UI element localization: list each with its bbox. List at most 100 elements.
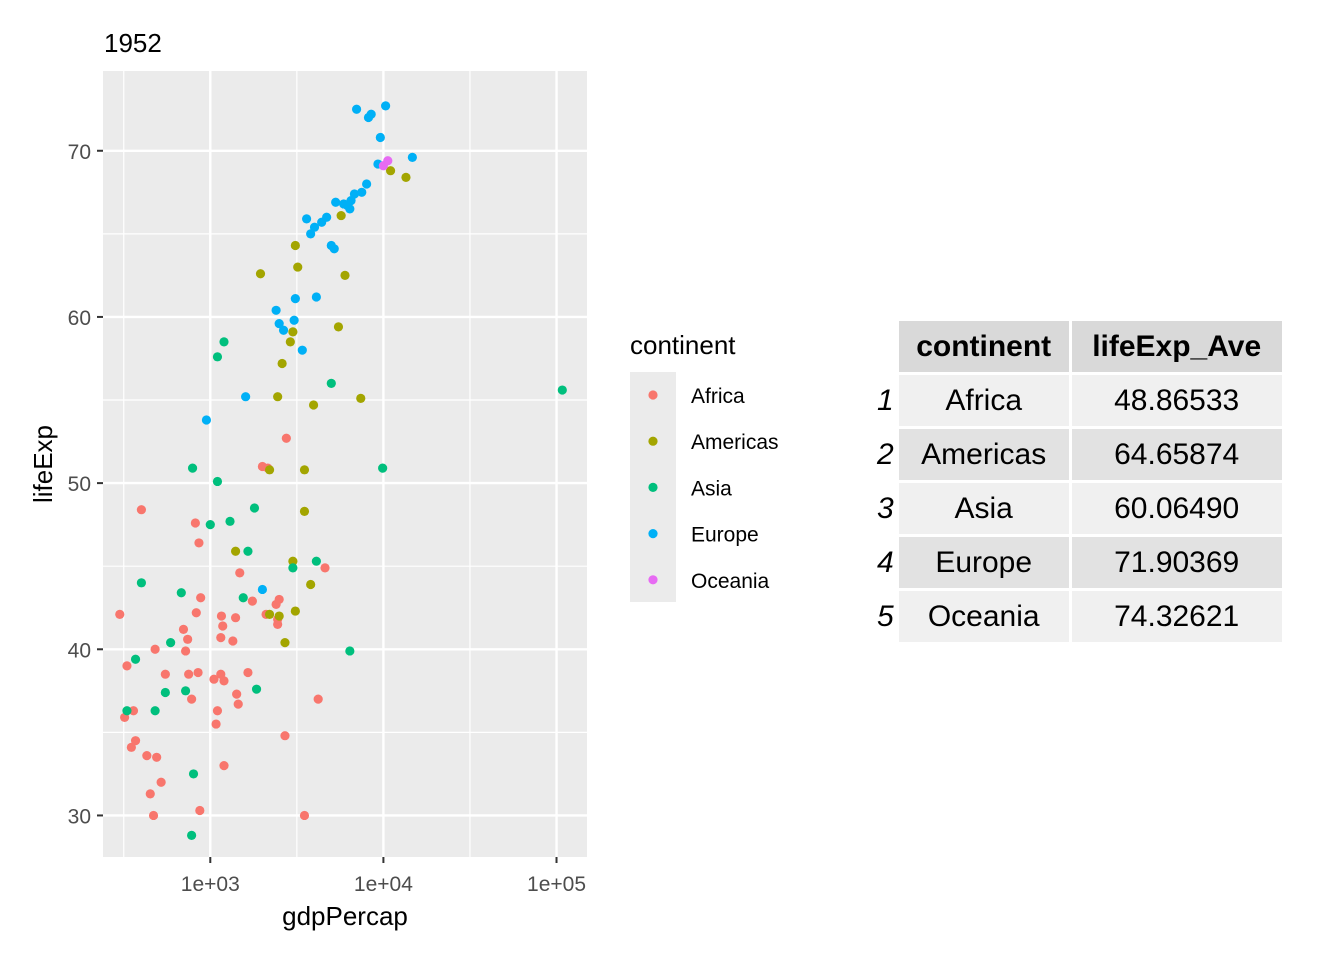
data-point <box>145 789 155 799</box>
y-axis: 30 40 50 60 70 <box>68 141 103 828</box>
data-point <box>187 463 198 473</box>
data-point <box>176 588 186 598</box>
x-tick-label: 1e+03 <box>181 873 240 896</box>
legend-key-europe <box>648 529 658 539</box>
data-point <box>257 584 268 595</box>
data-point <box>274 318 284 329</box>
data-point <box>196 593 206 603</box>
series-asia <box>122 337 567 840</box>
x-axis: 1e+03 1e+04 1e+05 <box>181 857 586 896</box>
data-point <box>345 204 355 214</box>
data-point <box>278 325 289 335</box>
legend-title: continent <box>630 330 736 360</box>
data-point <box>293 262 303 272</box>
data-point <box>235 568 245 578</box>
data-point <box>280 731 290 741</box>
data-point <box>313 694 323 704</box>
data-point <box>187 830 197 840</box>
series-africa <box>115 433 330 821</box>
data-point <box>183 634 193 644</box>
data-point <box>211 719 221 729</box>
data-point <box>322 212 332 222</box>
data-point <box>136 578 147 588</box>
data-point <box>274 611 284 621</box>
legend-key-oceania <box>648 575 658 585</box>
data-point <box>152 752 162 762</box>
data-point <box>136 505 147 515</box>
data-point <box>311 292 321 302</box>
legend-label: Asia <box>691 477 732 500</box>
row-index: 3 <box>877 491 894 525</box>
data-point <box>178 624 189 634</box>
data-point <box>366 109 376 119</box>
data-point <box>557 385 567 395</box>
data-point <box>336 210 346 221</box>
cell-continent: Africa <box>898 375 1069 426</box>
data-point <box>150 644 160 654</box>
data-point <box>274 594 284 605</box>
data-point <box>205 520 215 530</box>
data-point <box>230 613 241 623</box>
data-point <box>290 294 300 304</box>
legend-items: Africa Americas Asia Europe Oceania <box>648 385 779 593</box>
data-point <box>329 244 339 254</box>
data-point <box>290 240 300 251</box>
data-point <box>187 694 197 704</box>
data-point <box>128 706 139 716</box>
data-point <box>180 686 191 696</box>
data-point <box>216 611 227 621</box>
summary-table: continent lifeExp_Ave 1 Africa 48.86533 … <box>868 318 1285 645</box>
legend-key-asia <box>648 482 658 492</box>
data-point <box>166 638 176 648</box>
data-point <box>277 358 287 369</box>
data-point <box>216 669 226 679</box>
data-point <box>288 327 298 337</box>
y-tick-label: 60 <box>68 307 91 330</box>
data-point <box>212 476 223 487</box>
data-point <box>299 506 310 516</box>
series-oceania <box>378 156 393 171</box>
data-point <box>148 810 159 821</box>
y-tick-label: 40 <box>68 639 91 662</box>
legend-key-africa <box>648 390 658 400</box>
legend: continent Africa Americas Asia Europe Oceani… <box>630 330 779 602</box>
y-tick-label: 30 <box>68 805 91 828</box>
data-point <box>122 661 132 671</box>
cell-lifeexp-ave: 60.06490 <box>1071 483 1282 534</box>
data-point <box>264 465 275 475</box>
data-point <box>255 269 266 279</box>
data-point <box>375 132 385 143</box>
cell-continent: Oceania <box>898 591 1069 642</box>
data-point <box>228 636 238 646</box>
major-gridlines <box>103 71 587 857</box>
data-point <box>320 563 330 573</box>
legend-label: Africa <box>691 385 745 408</box>
cell-continent: Asia <box>898 483 1069 534</box>
row-index: 2 <box>877 437 894 471</box>
data-point <box>160 687 170 698</box>
data-point <box>188 769 199 779</box>
chart-title: 1952 <box>104 28 162 58</box>
data-point <box>340 270 350 280</box>
data-point <box>233 699 243 709</box>
data-point <box>383 156 393 166</box>
data-point <box>308 400 319 410</box>
row-index: 1 <box>877 383 894 417</box>
data-point <box>249 503 260 513</box>
table-row: 1 Africa 48.86533 <box>871 375 1282 426</box>
data-point <box>401 172 411 182</box>
data-point <box>299 810 310 821</box>
data-point <box>130 654 141 664</box>
data-point <box>194 538 204 548</box>
data-point <box>297 345 307 355</box>
x-tick-label: 1e+05 <box>527 873 586 896</box>
data-point <box>160 669 170 679</box>
data-point <box>306 579 316 590</box>
data-point <box>212 706 223 716</box>
data-point <box>150 706 160 716</box>
data-points <box>115 101 567 840</box>
data-point <box>331 197 341 207</box>
data-point <box>243 546 253 556</box>
table-row: 2 Americas 64.65874 <box>871 429 1282 480</box>
data-point <box>288 563 298 573</box>
